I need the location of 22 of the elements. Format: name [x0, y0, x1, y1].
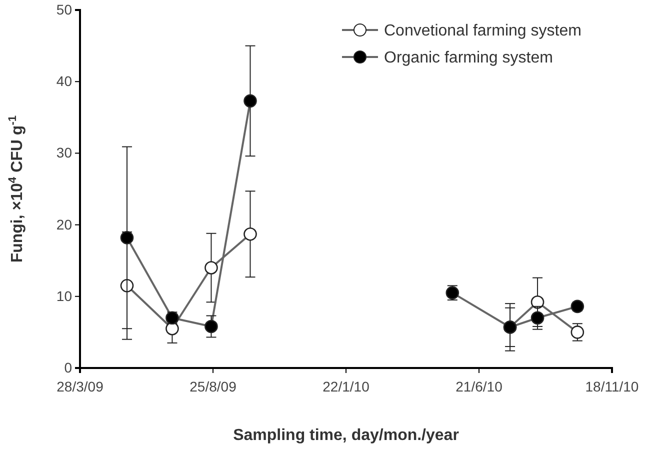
- x-tick-label: 22/1/10: [322, 378, 370, 394]
- y-tick-label: 30: [56, 144, 72, 161]
- point: [204, 261, 218, 274]
- point: [244, 94, 257, 108]
- x-axis-title: Sampling time, day/mon./year: [233, 427, 459, 444]
- y-tick-label: 20: [56, 216, 72, 232]
- point: [166, 322, 179, 336]
- point: [570, 326, 584, 339]
- y-tick-label: 40: [56, 73, 72, 90]
- y-tick-label: 0: [64, 359, 72, 376]
- legend-label: Organic farming system: [384, 50, 553, 67]
- point: [204, 320, 218, 334]
- x-tick-label: 28/3/09: [56, 378, 104, 394]
- x-tick-label: 21/6/10: [456, 378, 503, 394]
- point: [244, 227, 257, 241]
- y-tick-label: 10: [56, 288, 72, 304]
- y-tick-label: 50: [56, 1, 72, 18]
- point: [120, 231, 134, 244]
- x-tick-label: 25/8/09: [190, 378, 237, 394]
- x-tick-label: 18/11/10: [585, 378, 639, 394]
- legend-label: Convetional farming system: [384, 22, 582, 40]
- point: [530, 295, 544, 309]
